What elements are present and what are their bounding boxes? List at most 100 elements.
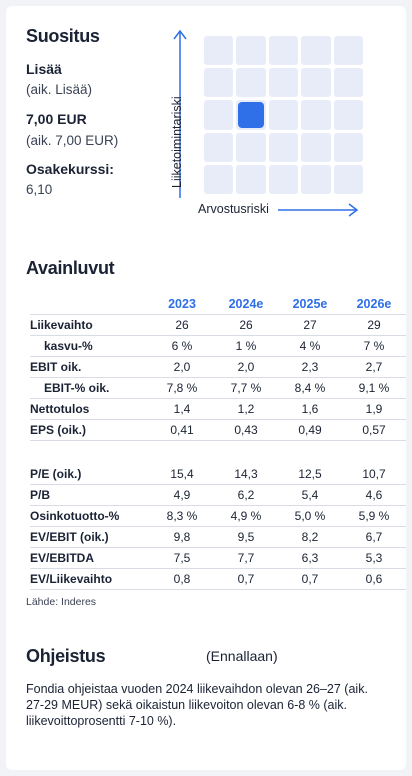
table-cell: 0,6 <box>342 568 406 590</box>
x-arrowhead-icon <box>348 203 359 217</box>
rating-previous: (aik. Lisää) <box>26 82 93 97</box>
risk-grid-cell <box>236 164 266 194</box>
row-label: P/E (oik.) <box>30 464 150 485</box>
risk-grid-cell <box>204 100 234 130</box>
table-row: kasvu-% 6 % 1 % 4 % 7 % <box>30 335 406 357</box>
row-label: Osinkotuotto-% <box>30 505 150 527</box>
table-cell: 6,2 <box>214 484 278 506</box>
y-arrowhead-icon <box>173 29 187 40</box>
table-cell: 26 <box>214 314 278 336</box>
risk-grid-cell <box>268 132 299 162</box>
recommendation-title: Suositus <box>26 26 100 46</box>
guidance-text: Fondia ohjeistaa vuoden 2024 liikevaihdo… <box>26 682 368 728</box>
table-row: EV/EBITDA 7,5 7,7 6,3 5,3 <box>30 547 406 569</box>
row-label: EV/EBITDA <box>30 547 150 569</box>
table-cell: 6 % <box>150 335 214 357</box>
risk-grid-cell <box>204 132 234 162</box>
risk-grid-cell <box>204 36 234 66</box>
table-cell: 2,0 <box>150 356 214 378</box>
table-row: EBIT-% oik. 7,8 % 7,7 % 8,4 % 9,1 % <box>30 377 406 399</box>
target-price: 7,00 EUR <box>26 111 87 127</box>
row-label: Liikevaihto <box>30 314 150 336</box>
table-cell: 2,7 <box>342 356 406 378</box>
risk-grid-cell <box>236 68 266 98</box>
guidance-title: Ohjeistus <box>26 646 106 666</box>
table-cell: 1,9 <box>342 398 406 420</box>
table-cell: 10,7 <box>342 464 406 485</box>
table-cell: 7,8 % <box>150 377 214 399</box>
table-header-row: 2023 2024e 2025e 2026e <box>30 294 406 315</box>
table-cell: 5,3 <box>342 547 406 569</box>
table-cell: 6,3 <box>278 547 342 569</box>
table-cell: 8,2 <box>278 526 342 548</box>
table-cell: 9,5 <box>214 526 278 548</box>
table-cell: 12,5 <box>278 464 342 485</box>
risk-grid-cell <box>236 36 266 66</box>
risk-grid-cell <box>333 100 363 130</box>
row-label: EV/Liikevaihto <box>30 568 150 590</box>
risk-grid-cell <box>301 132 331 162</box>
table-cell: 4,9 <box>150 484 214 506</box>
table-row: P/B 4,9 6,2 5,4 4,6 <box>30 484 406 506</box>
risk-grid-cell <box>301 100 331 130</box>
table-cell: 0,7 <box>214 568 278 590</box>
table-row: EV/EBIT (oik.) 9,8 9,5 8,2 6,7 <box>30 526 406 548</box>
table-cell: 7,7 % <box>214 377 278 399</box>
report-card: Suositus Lisää (aik. Lisää) 7,00 EUR (ai… <box>6 6 406 770</box>
table-cell: 7,5 <box>150 547 214 569</box>
risk-grid-cell <box>268 68 299 98</box>
table-cell: 1,4 <box>150 398 214 420</box>
risk-marker <box>238 102 264 128</box>
table-cell: 0,49 <box>278 419 342 441</box>
table-cell: 7,7 <box>214 547 278 569</box>
risk-grid-cell <box>301 164 331 194</box>
table-row: Osinkotuotto-% 8,3 % 4,9 % 5,0 % 5,9 % <box>30 505 406 527</box>
risk-grid-cell <box>333 132 363 162</box>
table-cell: 4 % <box>278 335 342 357</box>
valuation-table: P/E (oik.) 15,4 14,3 12,5 10,7 P/B 4,9 6,2 5,4 4,… <box>30 464 406 590</box>
row-label: EV/EBIT (oik.) <box>30 526 150 548</box>
table-row: EPS (oik.) 0,41 0,43 0,49 0,57 <box>30 419 406 441</box>
table-cell: 9,8 <box>150 526 214 548</box>
risk-grid-cell <box>333 68 363 98</box>
table-row: P/E (oik.) 15,4 14,3 12,5 10,7 <box>30 464 406 485</box>
row-label: P/B <box>30 484 150 506</box>
risk-grid <box>204 36 363 194</box>
table-cell: 1,6 <box>278 398 342 420</box>
year-header: 2025e <box>278 294 342 315</box>
risk-axes <box>173 29 359 217</box>
risk-grid-cell <box>268 36 299 66</box>
table-cell: 7 % <box>342 335 406 357</box>
y-axis-label: Liiketoimintariski <box>170 96 184 188</box>
row-label: EBIT oik. <box>30 356 150 378</box>
table-cell: 14,3 <box>214 464 278 485</box>
risk-grid-cell <box>333 36 363 66</box>
table-cell: 0,41 <box>150 419 214 441</box>
table-row: EBIT oik. 2,0 2,0 2,3 2,7 <box>30 356 406 378</box>
table-cell: 26 <box>150 314 214 336</box>
risk-grid-cell <box>204 68 234 98</box>
table-cell: 0,57 <box>342 419 406 441</box>
table-cell: 8,4 % <box>278 377 342 399</box>
guidance-status: (Ennallaan) <box>206 648 278 664</box>
key-figures-table: 2023 2024e 2025e 2026e Liikevaihto 26 26 27… <box>30 294 406 441</box>
table-cell: 0,7 <box>278 568 342 590</box>
table-cell: 5,4 <box>278 484 342 506</box>
risk-grid-cell <box>301 68 331 98</box>
table-cell: 4,9 % <box>214 505 278 527</box>
risk-grid-cell <box>268 164 299 194</box>
table-cell: 5,9 % <box>342 505 406 527</box>
table-cell: 0,8 <box>150 568 214 590</box>
row-label: Nettotulos <box>30 398 150 420</box>
table-cell: 1,2 <box>214 398 278 420</box>
year-header: 2026e <box>342 294 406 315</box>
table-cell: 29 <box>342 314 406 336</box>
table-cell: 1 % <box>214 335 278 357</box>
table-cell: 5,0 % <box>278 505 342 527</box>
year-header: 2024e <box>214 294 278 315</box>
x-axis-label: Arvostusriski <box>198 202 269 216</box>
target-price-previous: (aik. 7,00 EUR) <box>26 133 119 148</box>
risk-grid-cell <box>204 164 234 194</box>
risk-grid-cell <box>301 36 331 66</box>
row-label: EPS (oik.) <box>30 419 150 441</box>
